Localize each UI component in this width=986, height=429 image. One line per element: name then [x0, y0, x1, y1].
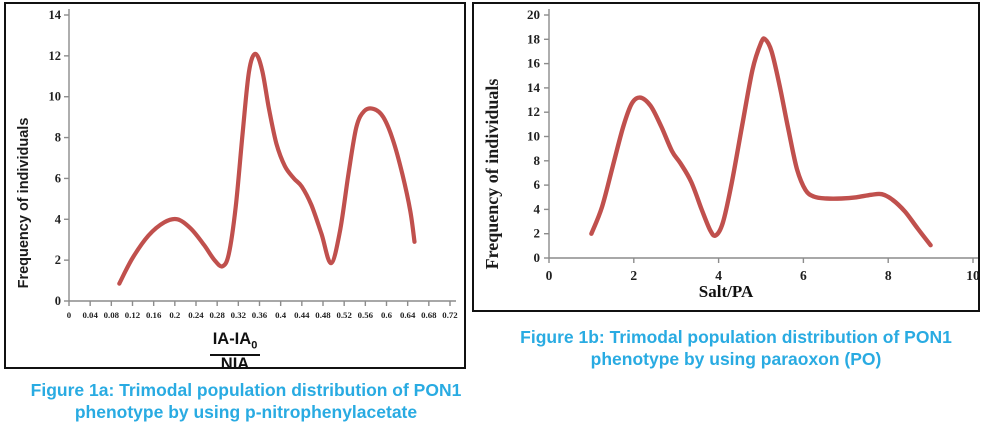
fig1a-x-tick-label: 0.64 [400, 310, 416, 320]
fig1a-y-axis-label: Frequency of individuals [16, 117, 32, 289]
fig1a-x-tick-label: 0.6 [381, 310, 393, 320]
fig1a-x-tick-label: 0.12 [125, 310, 141, 320]
fig1b-y-tick-label: 16 [527, 56, 541, 71]
fig1b-y-tick-label: 12 [527, 104, 540, 119]
fig1b-y-tick-label: 6 [534, 177, 541, 192]
fig1a-x-tick-label: 0.32 [231, 310, 247, 320]
fig1b-x-tick-label: 8 [885, 268, 892, 282]
fig1b-x-tick-label: 0 [546, 268, 553, 282]
fig1a-x-tick-label: 0.72 [442, 310, 458, 320]
fig1a-x-tick-label: 0.68 [421, 310, 437, 320]
fig1b-x-tick-label: 4 [715, 268, 722, 282]
fig1b-y-tick-label: 2 [534, 226, 541, 241]
fig1a-x-tick-label: 0.4 [275, 310, 287, 320]
fig1a-x-label-numerator: IA-IA0 [209, 330, 261, 357]
fig1a-x-tick-label: 0 [67, 310, 72, 320]
fig1b-y-tick-label: 18 [527, 31, 541, 46]
fig1b-y-axis-label: Frequency of individuals [482, 78, 502, 270]
fig1a-x-label-denominator: NIA [220, 355, 250, 374]
figure-1b-caption-line2: phenotype by using paraoxon (PO) [590, 349, 882, 369]
figure-1a-caption-line2: phenotype by using p-nitrophenylacetate [74, 402, 418, 422]
fig1a-x-tick-label: 0.48 [315, 310, 331, 320]
fig1a-x-tick-label: 0.08 [104, 310, 120, 320]
figure-1b-caption-line1: Figure 1b: Trimodal population distribut… [520, 327, 952, 347]
fig1b-y-tick-label: 20 [527, 7, 540, 22]
fig1a-curve [117, 51, 417, 286]
fig1a-y-tick-label: 12 [49, 49, 62, 63]
fig1a-x-tick-label: 0.44 [294, 310, 310, 320]
fig1a-x-tick-label: 0.2 [169, 310, 181, 320]
fig1b-y-tick-label: 14 [527, 80, 541, 95]
fig1a-x-axis-label: IA-IA0 NIA [6, 330, 464, 373]
fig1b-x-tick-label: 10 [966, 268, 978, 282]
fig1a-y-tick-label: 8 [55, 131, 61, 145]
fig1a-plot: 0 2 4 6 8 10 12 14 0 0.04 0.08 0.12 0.16 0.2 0.24 0.28 0… [49, 8, 459, 320]
fig1b-curve [589, 36, 933, 248]
figure-1a-caption-line1: Figure 1a: Trimodal population distribut… [30, 380, 462, 400]
fig1a-y-tick-label: 2 [55, 253, 61, 267]
fig1b-x-tick-label: 2 [630, 268, 637, 282]
figure-1b-caption: Figure 1b: Trimodal population distribut… [486, 326, 986, 370]
figure-1a-box: 0 2 4 6 8 10 12 14 0 0.04 0.08 0.12 0.16 0.2 0.24 0.28 0… [4, 2, 466, 373]
fig1a-y-tick-label: 0 [55, 294, 61, 308]
fig1a-y-tick-label: 14 [49, 8, 62, 22]
fig1a-x-tick-label: 0.36 [252, 310, 268, 320]
fig1a-x-tick-label: 0.16 [146, 310, 162, 320]
fig1b-y-tick-label: 8 [534, 153, 541, 168]
figure-1b-box: 0 2 4 6 8 10 12 14 16 18 20 0 2 4 6 8 10 Frequency of in… [472, 2, 980, 312]
fig1a-y-tick-label: 6 [55, 171, 61, 185]
fig1b-plot: 0 2 4 6 8 10 12 14 16 18 20 0 2 4 6 8 10 [527, 7, 978, 282]
figure-1a-caption: Figure 1a: Trimodal population distribut… [0, 379, 492, 423]
fig1a-x-tick-label: 0.04 [82, 310, 98, 320]
fig1b-y-tick-label: 0 [534, 250, 541, 265]
fig1b-x-axis-label: Salt/PA [698, 282, 754, 301]
fig1b-x-tick-label: 6 [800, 268, 807, 282]
fig1a-x-tick-label: 0.52 [336, 310, 352, 320]
fig1a-x-tick-label: 0.28 [209, 310, 225, 320]
fig1b-y-tick-label: 4 [534, 201, 541, 216]
fig1a-y-tick-label: 10 [49, 90, 62, 104]
fig1b-y-tick-label: 10 [527, 129, 540, 144]
fig1a-y-tick-label: 4 [55, 212, 62, 226]
fig1a-x-tick-label: 0.56 [358, 310, 374, 320]
fig1a-x-tick-label: 0.24 [188, 310, 204, 320]
